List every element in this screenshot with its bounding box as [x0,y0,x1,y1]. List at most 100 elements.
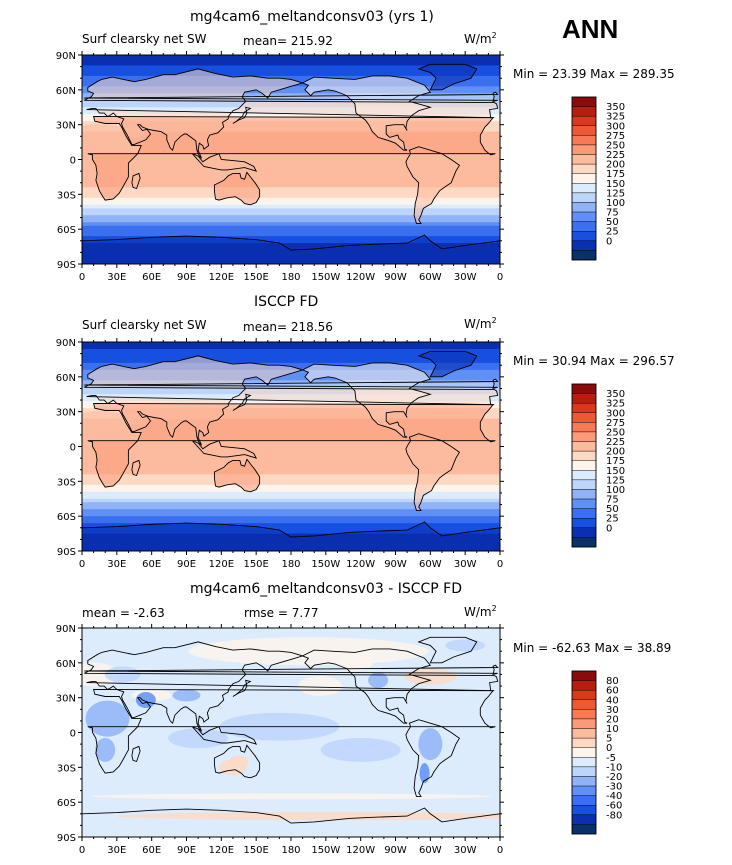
lat-label: 30S [57,477,76,488]
panel-1-units: W/m2 [464,31,497,46]
lon-label: 0 [497,559,503,570]
lat-band [82,401,500,406]
lon-label: 150E [243,845,268,856]
lon-label: 30W [454,845,477,856]
diff-blob [95,737,116,762]
lon-label: 150W [311,845,340,856]
colorbar-label: 275 [606,418,625,429]
diff-blob [104,666,141,683]
colorbar-label: 125 [606,188,625,199]
lat-label: 30N [56,408,76,419]
diff-blob [188,637,429,666]
lat-band [82,229,500,234]
lat-band [82,197,500,202]
lat-band [82,477,500,482]
africa-coastline [87,403,496,488]
colorbar-label: 300 [606,408,625,419]
colorbar-label: -40 [606,791,622,802]
diff-blob [135,691,156,708]
lat-band [82,380,500,385]
lat-band [82,505,500,510]
colorbar-cell [571,527,597,538]
lon-label: 0 [497,272,503,283]
lon-label: 150W [311,559,340,570]
colorbar-label: 30 [606,705,619,716]
africa-coastline [87,689,496,774]
africa-land [87,116,496,201]
lat-band [82,211,500,216]
africa-land [87,403,496,488]
panel-1-title: mg4cam6_meltandconsv03 (yrs 1) [190,9,434,25]
uk-land [84,379,498,389]
lon-label: 90E [177,559,196,570]
lat-band [82,55,500,59]
lat-band [82,194,500,199]
colorbar-cell [571,757,597,768]
lat-label: 30S [57,763,76,774]
colorbar-border [571,670,597,835]
lat-band [82,498,500,503]
colorbar-label: 325 [606,399,625,410]
sahara-shade [82,123,130,144]
colorbar-cell [571,805,597,816]
colorbar-cell [571,393,597,404]
colorbar-label: -10 [606,762,622,773]
eurasia-coastline [84,355,499,446]
colorbar-cell [571,824,597,835]
colorbar-label: -20 [606,772,622,783]
colorbar-label: 175 [606,169,625,180]
lon-label: 90W [384,845,407,856]
lat-band [82,443,500,447]
lat-band [82,243,500,247]
season-label: ANN [562,14,619,44]
lat-band [82,467,500,472]
lat-label: 60N [56,86,76,97]
colorbar-cell [571,670,597,681]
lat-band [82,61,500,66]
south-america-land [405,146,460,224]
colorbar-cell [571,144,597,155]
diff-blob [228,755,249,768]
colorbar-label: 300 [606,121,625,132]
panel-1-minmax: Min = 23.39 Max = 289.35 [513,67,675,81]
lat-band [82,533,500,538]
lat-band [82,362,500,367]
lat-band [82,345,500,350]
colorbar-cell [571,431,597,442]
diff-blob [298,676,343,697]
diff-blob [168,728,229,749]
colorbar-cell [571,680,597,691]
colorbar-cell [571,441,597,452]
lon-label: 120E [209,272,234,283]
colorbar-border [571,96,597,261]
colorbar-cell [571,192,597,203]
colorbar-label: 50 [606,217,619,228]
lon-label: 90W [384,272,407,283]
colorbar-cell [571,202,597,213]
panel-3-minmax: Min = -62.63 Max = 38.89 [513,641,672,655]
lat-band [82,173,500,178]
lon-label: 120W [346,559,375,570]
colorbar-border [571,383,597,548]
uk-land [84,92,498,102]
colorbar-cell [571,221,597,232]
lat-band [82,488,500,493]
lat-band [82,187,500,192]
lon-label: 0 [79,845,85,856]
south-america-coastline [405,146,461,224]
colorbar-label: 60 [606,686,619,697]
lon-label: 0 [497,845,503,856]
lat-label: 0 [70,156,76,167]
colorbar-label: 20 [606,714,619,725]
lat-band [82,463,500,468]
lat-band [82,348,500,353]
diff-blob [404,668,457,685]
lon-label: 30E [107,845,126,856]
lat-label: 30N [56,121,76,132]
panel-3-map [82,628,500,837]
colorbar-cell [571,718,597,729]
lat-band [82,204,500,209]
colorbar-cell [571,709,597,720]
lat-band [82,449,500,454]
